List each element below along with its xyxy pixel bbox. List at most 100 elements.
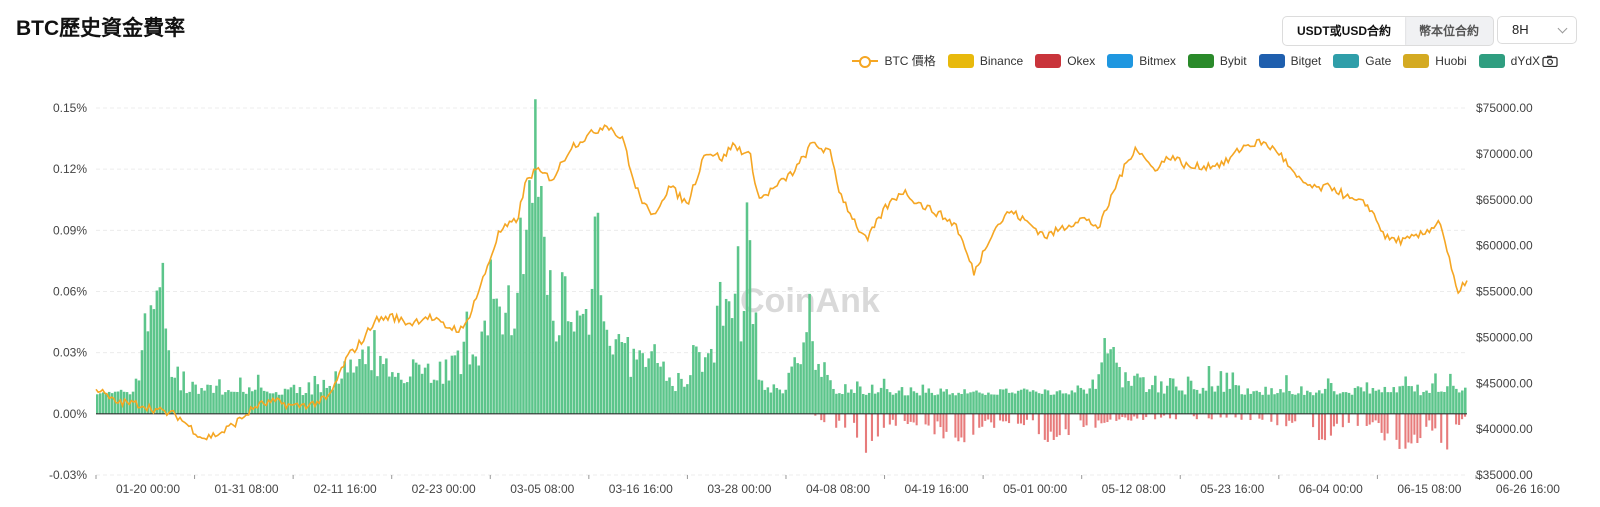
rate-bar bbox=[1416, 384, 1419, 414]
negative-rate-bar bbox=[1219, 413, 1222, 418]
rate-bar bbox=[1219, 371, 1223, 414]
x-tick-label: 02-23 00:00 bbox=[412, 482, 476, 496]
rate-bar bbox=[1344, 392, 1348, 414]
rate-bar bbox=[209, 385, 212, 414]
rate-bar bbox=[167, 350, 171, 414]
rate-bar bbox=[861, 393, 865, 414]
negative-rate-bar bbox=[1434, 413, 1437, 429]
y-right-tick-label: $60000.00 bbox=[1476, 239, 1533, 253]
rate-bar bbox=[1073, 392, 1077, 414]
negative-rate-bar bbox=[1055, 413, 1058, 437]
rate-bar bbox=[1174, 386, 1178, 414]
negative-rate-bar bbox=[1368, 413, 1371, 425]
legend-huobi[interactable]: Huobi bbox=[1403, 53, 1467, 68]
rate-bar bbox=[820, 376, 823, 414]
negative-rate-bar bbox=[870, 413, 873, 441]
rate-bar bbox=[769, 392, 773, 414]
negative-rate-bar bbox=[1133, 413, 1136, 417]
rate-bar bbox=[1115, 362, 1118, 414]
legend-gate[interactable]: Gate bbox=[1333, 53, 1391, 68]
rate-bar bbox=[101, 392, 105, 414]
y-axis-right: $75000.00 $70000.00 $65000.00 $60000.00 $550… bbox=[1476, 101, 1533, 482]
negative-rate-bar bbox=[1195, 413, 1198, 420]
legend-swatch bbox=[1187, 53, 1214, 68]
rate-bar bbox=[718, 281, 722, 414]
rate-bar bbox=[1449, 373, 1452, 414]
legend-label: BTC 價格 bbox=[884, 54, 936, 68]
negative-rate-bar bbox=[853, 413, 856, 423]
negative-rate-bar bbox=[1160, 413, 1163, 418]
rate-bar bbox=[903, 395, 907, 414]
rate-bar bbox=[671, 385, 674, 414]
rate-bar bbox=[1067, 394, 1071, 414]
rate-bar bbox=[829, 380, 832, 414]
rate-bar bbox=[888, 392, 892, 414]
rate-bar bbox=[1148, 389, 1151, 414]
rate-bar bbox=[987, 392, 990, 414]
rate-bar bbox=[674, 391, 677, 414]
rate-bar bbox=[331, 389, 334, 414]
rate-bar bbox=[540, 186, 543, 414]
rate-bar bbox=[1428, 392, 1431, 414]
rate-bar bbox=[951, 393, 954, 414]
legend-bitget[interactable]: Bitget bbox=[1258, 53, 1321, 68]
interval-select[interactable]: 8H bbox=[1497, 16, 1577, 44]
rate-bar bbox=[152, 309, 156, 414]
camera-icon[interactable] bbox=[1542, 55, 1558, 67]
rate-bar bbox=[638, 350, 641, 414]
rate-bar bbox=[271, 393, 275, 414]
legend-btc-price[interactable]: BTC 價格 bbox=[852, 52, 936, 69]
negative-rate-bar bbox=[972, 413, 975, 435]
rate-bar bbox=[1010, 392, 1014, 414]
rate-bar bbox=[1422, 391, 1425, 414]
negative-rate-bar bbox=[835, 413, 838, 428]
rate-bar bbox=[1404, 376, 1407, 414]
negative-rate-bar bbox=[1192, 413, 1195, 417]
rate-bar bbox=[426, 363, 430, 414]
rate-bar bbox=[528, 180, 531, 414]
negative-rate-bar bbox=[1320, 413, 1324, 440]
legend-swatch bbox=[1478, 53, 1505, 68]
negative-rate-bar bbox=[1377, 413, 1380, 424]
rate-bar bbox=[471, 354, 475, 414]
rate-bar bbox=[668, 377, 671, 414]
negative-bars bbox=[814, 413, 1467, 453]
rate-bar bbox=[823, 362, 826, 414]
rate-bar bbox=[766, 387, 770, 414]
y-right-tick-label: $45000.00 bbox=[1476, 376, 1533, 390]
negative-rate-bar bbox=[1356, 413, 1359, 426]
tab-coin-margined-contract[interactable]: 幣本位合約 bbox=[1419, 24, 1480, 38]
negative-rate-bar bbox=[1097, 413, 1100, 421]
x-tick-label: 05-23 16:00 bbox=[1200, 482, 1264, 496]
rate-bar bbox=[1401, 385, 1404, 414]
negative-rate-bar bbox=[1037, 413, 1040, 435]
legend-okex[interactable]: Okex bbox=[1035, 53, 1095, 68]
legend-swatch bbox=[1333, 53, 1360, 68]
rate-bar bbox=[853, 392, 856, 414]
rate-bar bbox=[444, 359, 448, 414]
rate-bar bbox=[1186, 376, 1190, 414]
rate-bar bbox=[629, 376, 633, 414]
rate-bar bbox=[310, 394, 314, 414]
tab-usdt-contract[interactable]: USDT或USD合約 bbox=[1283, 17, 1406, 45]
rate-bar bbox=[1046, 390, 1050, 414]
negative-rate-bar bbox=[1064, 413, 1067, 430]
rate-bar bbox=[1326, 378, 1330, 414]
rate-bar bbox=[751, 324, 755, 414]
rate-bar bbox=[1064, 393, 1068, 414]
rate-bar bbox=[429, 382, 433, 414]
legend-label: Bybit bbox=[1219, 53, 1247, 68]
legend-dydx[interactable]: dYdX bbox=[1478, 53, 1540, 68]
legend-bybit[interactable]: Bybit bbox=[1187, 53, 1247, 68]
rate-bar bbox=[185, 393, 188, 414]
rate-bar bbox=[1213, 391, 1217, 414]
interval-value: 8H bbox=[1512, 22, 1529, 37]
x-tick-label: 03-28 00:00 bbox=[707, 482, 771, 496]
negative-rate-bar bbox=[963, 413, 966, 443]
rate-bar bbox=[1055, 391, 1059, 414]
rate-bar bbox=[1455, 388, 1458, 414]
negative-rate-bar bbox=[1168, 413, 1172, 419]
legend-bitmex[interactable]: Bitmex bbox=[1107, 53, 1176, 68]
rate-bar bbox=[1139, 377, 1142, 414]
legend-binance[interactable]: Binance bbox=[947, 53, 1023, 68]
